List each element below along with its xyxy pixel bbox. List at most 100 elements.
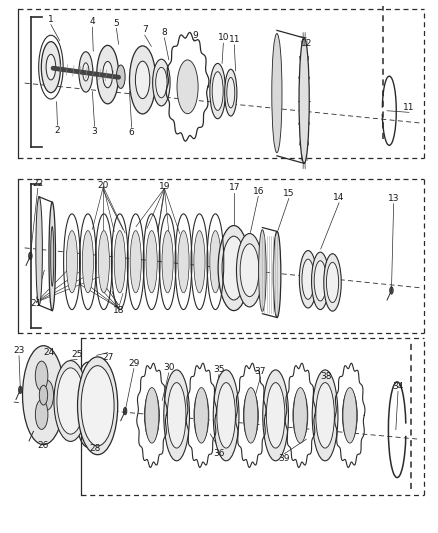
Ellipse shape — [324, 254, 341, 311]
Text: 27: 27 — [102, 353, 113, 362]
Text: 15: 15 — [283, 189, 295, 198]
Ellipse shape — [97, 45, 119, 104]
Ellipse shape — [244, 387, 258, 443]
Ellipse shape — [312, 370, 338, 461]
Ellipse shape — [114, 231, 125, 293]
Ellipse shape — [124, 407, 127, 415]
Text: 10: 10 — [218, 34, 229, 43]
Ellipse shape — [194, 390, 209, 441]
Ellipse shape — [302, 259, 314, 300]
Ellipse shape — [117, 65, 125, 88]
Text: 25: 25 — [71, 350, 83, 359]
Ellipse shape — [390, 287, 393, 294]
Text: 16: 16 — [253, 187, 264, 196]
Ellipse shape — [210, 63, 226, 119]
Ellipse shape — [81, 366, 114, 446]
Ellipse shape — [67, 231, 78, 293]
Ellipse shape — [83, 63, 89, 81]
Ellipse shape — [314, 261, 326, 301]
Ellipse shape — [146, 231, 157, 293]
Ellipse shape — [49, 202, 56, 311]
Text: 2: 2 — [55, 126, 60, 135]
Text: 13: 13 — [388, 194, 399, 203]
Text: 8: 8 — [162, 28, 167, 37]
Ellipse shape — [22, 346, 64, 445]
Ellipse shape — [178, 231, 189, 293]
Ellipse shape — [145, 390, 159, 441]
Ellipse shape — [28, 252, 32, 260]
Ellipse shape — [18, 386, 22, 393]
Ellipse shape — [212, 72, 223, 110]
Text: 39: 39 — [279, 455, 290, 463]
Text: 4: 4 — [89, 18, 95, 27]
Text: 14: 14 — [333, 193, 345, 202]
Ellipse shape — [258, 230, 266, 311]
Ellipse shape — [210, 231, 221, 293]
Ellipse shape — [167, 383, 186, 448]
Ellipse shape — [51, 227, 54, 286]
Ellipse shape — [135, 61, 150, 99]
Text: 34: 34 — [392, 382, 404, 391]
Ellipse shape — [57, 368, 84, 434]
Ellipse shape — [240, 244, 259, 297]
Ellipse shape — [35, 361, 48, 391]
Text: 30: 30 — [163, 363, 174, 372]
Ellipse shape — [237, 233, 263, 307]
Text: 11: 11 — [403, 102, 415, 111]
Ellipse shape — [218, 225, 250, 311]
Text: 24: 24 — [43, 348, 54, 357]
Ellipse shape — [98, 231, 110, 293]
Text: 29: 29 — [128, 359, 140, 368]
Ellipse shape — [266, 383, 285, 448]
Text: 6: 6 — [129, 128, 134, 137]
Text: 28: 28 — [89, 444, 100, 453]
Ellipse shape — [177, 60, 198, 114]
Text: 23: 23 — [13, 346, 25, 355]
Text: 9: 9 — [192, 31, 198, 40]
Ellipse shape — [225, 69, 237, 116]
Ellipse shape — [326, 262, 339, 303]
Text: 26: 26 — [38, 441, 49, 450]
Ellipse shape — [35, 400, 48, 430]
Text: 17: 17 — [229, 183, 240, 192]
Ellipse shape — [152, 59, 170, 106]
Ellipse shape — [272, 34, 282, 152]
Ellipse shape — [343, 390, 357, 441]
Text: 7: 7 — [142, 26, 148, 35]
Ellipse shape — [194, 387, 208, 443]
Text: 12: 12 — [300, 39, 312, 48]
Text: 18: 18 — [113, 305, 124, 314]
Ellipse shape — [78, 357, 118, 455]
Text: 22: 22 — [32, 179, 43, 188]
Ellipse shape — [54, 361, 87, 441]
Ellipse shape — [299, 38, 309, 164]
Ellipse shape — [36, 197, 42, 305]
Ellipse shape — [79, 52, 93, 92]
Ellipse shape — [46, 54, 56, 80]
Ellipse shape — [130, 46, 155, 114]
Text: 20: 20 — [98, 181, 109, 190]
Text: 21: 21 — [31, 299, 42, 308]
Ellipse shape — [343, 387, 357, 443]
Ellipse shape — [263, 370, 289, 461]
Ellipse shape — [145, 387, 159, 443]
Ellipse shape — [311, 252, 329, 310]
Ellipse shape — [164, 370, 190, 461]
Ellipse shape — [213, 370, 239, 461]
Ellipse shape — [316, 383, 334, 448]
Text: 35: 35 — [213, 365, 225, 374]
Ellipse shape — [293, 387, 307, 443]
Ellipse shape — [299, 251, 317, 308]
Text: 3: 3 — [92, 127, 97, 136]
Ellipse shape — [244, 390, 258, 441]
Ellipse shape — [41, 42, 60, 93]
Ellipse shape — [82, 231, 93, 293]
Ellipse shape — [162, 231, 173, 293]
Ellipse shape — [217, 383, 235, 448]
Text: 36: 36 — [213, 449, 225, 458]
Ellipse shape — [39, 385, 48, 405]
Text: 38: 38 — [320, 372, 332, 381]
Text: 37: 37 — [255, 367, 266, 376]
Text: 19: 19 — [159, 182, 170, 191]
Text: 5: 5 — [113, 19, 119, 28]
